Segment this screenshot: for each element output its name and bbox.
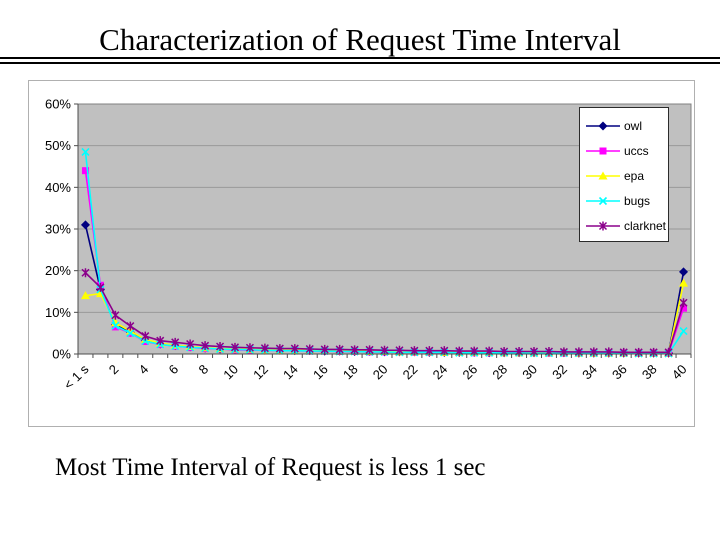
- x-axis-label: 6: [166, 362, 182, 378]
- x-axis-label: 14: [280, 362, 301, 383]
- x-axis-label: 18: [340, 362, 361, 383]
- legend-label: owl: [624, 118, 643, 133]
- x-axis-label: 34: [579, 362, 600, 383]
- x-axis-label: 26: [459, 362, 480, 383]
- legend-item-epa: epa: [586, 163, 666, 188]
- diamond-marker-icon: [586, 121, 620, 130]
- x-axis-label: 24: [430, 362, 451, 383]
- legend-label: epa: [624, 168, 645, 183]
- legend-label: uccs: [624, 143, 649, 158]
- y-axis-label: 60%: [45, 97, 71, 112]
- x-axis-label: 4: [136, 362, 152, 378]
- x-axis-label: 2: [106, 362, 122, 378]
- x-axis-label: 32: [549, 362, 570, 383]
- x-axis-label: 30: [519, 362, 540, 383]
- x-axis-label: 22: [400, 362, 421, 383]
- x-axis-label: 28: [489, 362, 510, 383]
- legend-label: bugs: [624, 193, 651, 208]
- x-axis-label: 8: [195, 362, 211, 378]
- y-axis-label: 50%: [45, 138, 71, 153]
- y-axis-label: 20%: [45, 263, 71, 278]
- y-axis-label: 40%: [45, 180, 71, 195]
- x-axis-label: < 1 s: [61, 361, 92, 392]
- star-marker-icon: [586, 221, 620, 230]
- x-axis-label: 38: [639, 362, 660, 383]
- x-axis-label: 20: [370, 362, 391, 383]
- legend-item-owl: owl: [586, 113, 666, 138]
- x-axis-label: 10: [220, 362, 241, 383]
- chart-legend: owl uccs epa bugs clarknet: [579, 107, 669, 242]
- x-axis-label: 36: [609, 362, 630, 383]
- y-axis-label: 10%: [45, 305, 71, 320]
- legend-item-uccs: uccs: [586, 138, 666, 163]
- square-marker-icon: [586, 147, 620, 154]
- title-divider: [0, 57, 720, 64]
- slide-title: Characterization of Request Time Interva…: [99, 22, 621, 57]
- legend-item-bugs: bugs: [586, 188, 666, 213]
- triangle-marker-icon: [586, 171, 620, 179]
- legend-item-clarknet: clarknet: [586, 213, 666, 238]
- x-marker-icon: [586, 196, 620, 205]
- x-axis-label: 40: [669, 362, 690, 383]
- y-axis-label: 0%: [52, 347, 71, 362]
- x-axis-label: 12: [250, 362, 271, 383]
- x-axis-label: 16: [310, 362, 331, 383]
- y-axis-label: 30%: [45, 222, 71, 237]
- chart-frame: 0% 10% 20% 30% 40% 50% 60% < 1 s 2 4 6 8 10 12 14 16 18 2…: [28, 80, 695, 427]
- footer-note: Most Time Interval of Request is less 1 …: [55, 454, 486, 481]
- legend-label: clarknet: [624, 218, 667, 233]
